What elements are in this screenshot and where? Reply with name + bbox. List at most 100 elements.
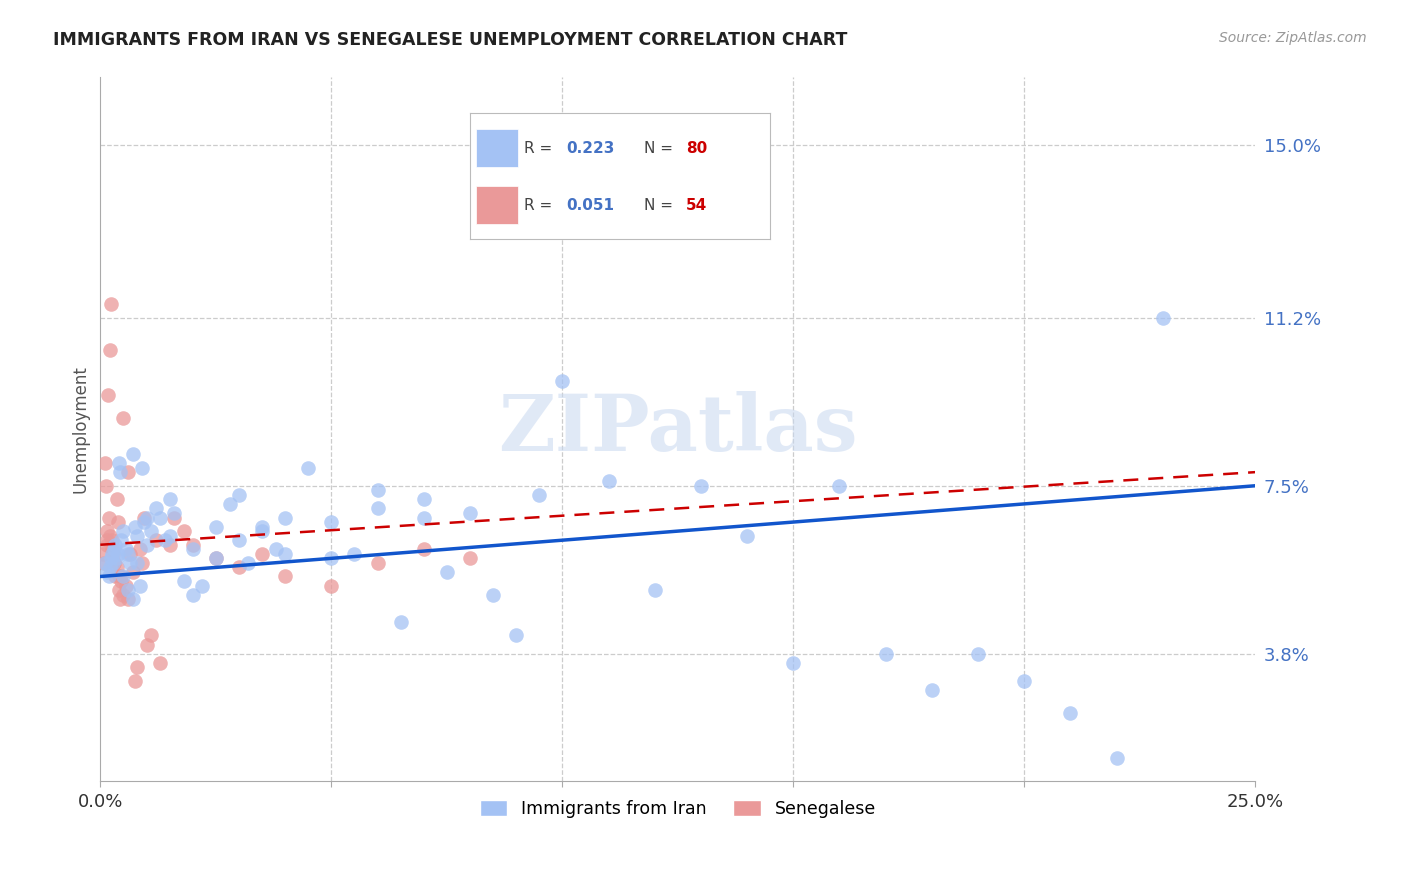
Point xyxy=(117,592,139,607)
Point xyxy=(121,592,143,607)
Point xyxy=(94,456,117,470)
Point xyxy=(114,578,136,592)
Point xyxy=(103,542,125,557)
Point xyxy=(367,556,389,570)
Point xyxy=(134,515,156,529)
Point xyxy=(94,556,117,570)
Point xyxy=(1152,310,1174,325)
Point xyxy=(131,556,153,570)
Point xyxy=(135,538,157,552)
Point xyxy=(98,343,121,357)
Point xyxy=(101,547,124,561)
Point xyxy=(551,375,574,389)
Point xyxy=(1059,706,1081,720)
Point xyxy=(124,673,146,688)
Point xyxy=(735,529,758,543)
Point xyxy=(367,483,389,498)
Point xyxy=(105,551,128,566)
Point xyxy=(412,492,434,507)
Point xyxy=(141,524,163,538)
Point xyxy=(117,547,139,561)
Point xyxy=(100,297,122,311)
Point xyxy=(107,547,129,561)
Point xyxy=(97,510,120,524)
Point xyxy=(110,533,132,548)
Point xyxy=(205,551,228,566)
Point xyxy=(96,538,118,552)
Point xyxy=(103,556,125,570)
Point xyxy=(111,588,134,602)
Point xyxy=(412,542,434,557)
Point xyxy=(321,551,343,566)
Text: ZIPatlas: ZIPatlas xyxy=(498,391,858,467)
Point xyxy=(274,547,297,561)
Point xyxy=(191,578,214,592)
Point xyxy=(1012,673,1035,688)
Point xyxy=(250,524,273,538)
Point xyxy=(108,465,131,479)
Point xyxy=(135,510,157,524)
Point xyxy=(112,410,135,425)
Point xyxy=(967,647,990,661)
Point xyxy=(782,656,804,670)
Point xyxy=(134,510,156,524)
Point xyxy=(367,501,389,516)
Point xyxy=(120,556,142,570)
Point xyxy=(120,547,142,561)
Point xyxy=(228,560,250,574)
Point xyxy=(159,529,181,543)
Point xyxy=(218,497,240,511)
Point xyxy=(131,460,153,475)
Point xyxy=(127,660,149,674)
Point xyxy=(389,615,412,629)
Point xyxy=(93,556,115,570)
Point xyxy=(117,465,139,479)
Point xyxy=(112,524,135,538)
Point xyxy=(163,510,186,524)
Point xyxy=(127,529,149,543)
Point xyxy=(412,510,434,524)
Point xyxy=(107,515,129,529)
Point xyxy=(141,628,163,642)
Point xyxy=(297,460,319,475)
Point xyxy=(690,479,713,493)
Text: IMMIGRANTS FROM IRAN VS SENEGALESE UNEMPLOYMENT CORRELATION CHART: IMMIGRANTS FROM IRAN VS SENEGALESE UNEMP… xyxy=(53,31,848,49)
Point xyxy=(153,533,176,548)
Point xyxy=(250,547,273,561)
Point xyxy=(96,533,118,548)
Point xyxy=(458,551,481,566)
Point xyxy=(149,656,172,670)
Point xyxy=(114,542,136,557)
Point xyxy=(228,488,250,502)
Point xyxy=(94,479,117,493)
Point xyxy=(205,551,228,566)
Point xyxy=(105,560,128,574)
Point xyxy=(228,533,250,548)
Point xyxy=(181,588,204,602)
Point xyxy=(321,578,343,592)
Point xyxy=(644,583,666,598)
Point xyxy=(505,628,527,642)
Point xyxy=(112,569,135,583)
Point xyxy=(101,533,124,548)
Point xyxy=(128,542,150,557)
Point xyxy=(96,565,118,579)
Point xyxy=(121,447,143,461)
Point xyxy=(145,501,167,516)
Point xyxy=(110,574,132,588)
Point xyxy=(103,556,125,570)
Point xyxy=(598,474,620,488)
Point xyxy=(343,547,366,561)
Point xyxy=(110,569,132,583)
Point xyxy=(103,556,125,570)
Point xyxy=(173,524,195,538)
Point xyxy=(250,519,273,533)
Point xyxy=(100,551,122,566)
Point xyxy=(436,565,458,579)
Point xyxy=(921,682,943,697)
Point xyxy=(97,569,120,583)
Point xyxy=(159,492,181,507)
Point xyxy=(124,519,146,533)
Point xyxy=(238,556,260,570)
Text: Source: ZipAtlas.com: Source: ZipAtlas.com xyxy=(1219,31,1367,45)
